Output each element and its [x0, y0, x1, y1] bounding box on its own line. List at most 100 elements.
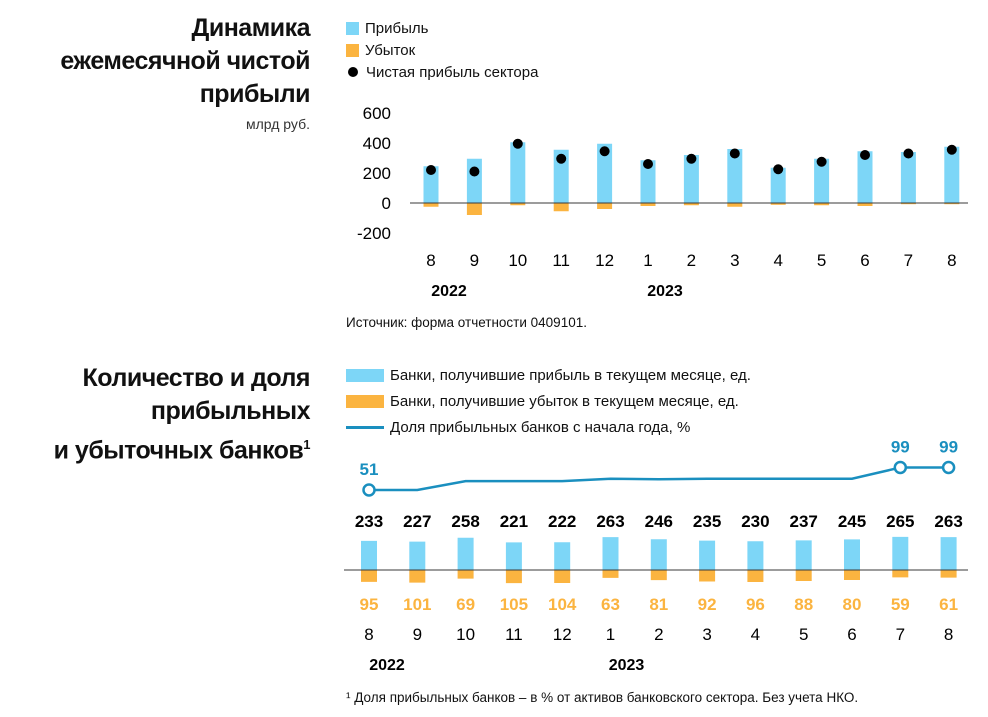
- net-profit-point: [686, 153, 697, 164]
- x-tick-label: 10: [508, 251, 527, 270]
- legend-item-net: Чистая прибыль сектора: [346, 61, 538, 83]
- profitable-banks-label: 263: [934, 512, 962, 531]
- loss-banks-label: 104: [548, 595, 577, 614]
- share-point-label: 99: [891, 438, 910, 457]
- chart1-title-line-2: ежемесячной чистой: [60, 47, 310, 75]
- loss-banks-label: 95: [360, 595, 379, 614]
- profitable-banks-bar: [602, 537, 619, 570]
- legend-label-profit: Прибыль: [365, 19, 429, 37]
- loss-banks-bar: [602, 570, 619, 578]
- profit-bar: [683, 155, 699, 203]
- share-point-label: 99: [939, 438, 958, 457]
- loss-banks-label: 96: [746, 595, 765, 614]
- profit-bar: [770, 167, 786, 203]
- loss-banks-bar: [844, 570, 860, 580]
- profitable-banks-label: 221: [500, 512, 528, 531]
- profitable-banks-bar: [361, 540, 377, 570]
- profitable-banks-bar: [554, 542, 571, 570]
- x-tick-label: 11: [552, 251, 570, 270]
- net-swatch: [348, 67, 358, 77]
- share-point-marker: [893, 460, 908, 475]
- net-profit-point: [860, 150, 870, 160]
- profit-bar: [814, 158, 830, 203]
- y-tick-label: 0: [382, 194, 391, 213]
- legend-item-profit: Прибыль: [346, 17, 538, 39]
- x-tick-label: 5: [799, 625, 808, 644]
- x-tick-label: 4: [773, 251, 782, 270]
- y-tick-label: 200: [363, 164, 391, 183]
- profit-bar: [640, 160, 656, 203]
- loss-banks-bar: [940, 570, 957, 578]
- profitable-banks-label: 233: [355, 512, 383, 531]
- loss-bar: [900, 203, 916, 205]
- profitable-banks-label: 230: [741, 512, 769, 531]
- loss-banks-label: 88: [794, 595, 813, 614]
- profit-bar: [944, 146, 960, 203]
- loss-banks-bar: [361, 570, 377, 582]
- year-label: 2023: [647, 283, 683, 300]
- x-tick-label: 9: [413, 625, 422, 644]
- legend-item-loss-banks: Банки, получившие убыток в текущем месяц…: [346, 388, 751, 414]
- profit-bar: [597, 143, 613, 203]
- profit-bar: [900, 152, 916, 203]
- profitable-banks-label: 222: [548, 512, 576, 531]
- profitable-banks-label: 263: [596, 512, 624, 531]
- profitable-banks-label: 246: [645, 512, 673, 531]
- loss-banks-label: 59: [891, 595, 910, 614]
- profit-bar: [727, 149, 743, 203]
- loss-banks-bar: [650, 570, 667, 581]
- x-tick-label: 1: [606, 625, 615, 644]
- x-tick-label: 12: [553, 625, 572, 644]
- loss-banks-label: 101: [403, 595, 431, 614]
- y-tick-label: -200: [357, 224, 391, 243]
- loss-bar: [423, 203, 439, 207]
- profitable-banks-label: 227: [403, 512, 431, 531]
- x-tick-label: 2: [654, 625, 663, 644]
- profitable-banks-bar: [747, 541, 764, 570]
- x-tick-label: 3: [702, 625, 711, 644]
- legend-label-loss-banks: Банки, получившие убыток в текущем месяц…: [390, 392, 739, 410]
- year-label: 2022: [369, 657, 405, 674]
- loss-banks-label: 61: [939, 595, 958, 614]
- chart1-unit: млрд руб.: [245, 116, 310, 132]
- loss-bar: [814, 203, 830, 206]
- profitable-banks-label: 258: [451, 512, 479, 531]
- y-tick-label: 600: [363, 104, 391, 123]
- loss-banks-bar: [457, 570, 474, 579]
- legend-label-share-line: Доля прибыльных банков с начала года, %: [390, 418, 691, 436]
- net-profit-point: [773, 164, 784, 175]
- loss-bar: [510, 203, 526, 206]
- profit-bar: [423, 166, 439, 203]
- loss-bar: [466, 203, 482, 215]
- legend-label-loss: Убыток: [365, 41, 416, 59]
- loss-swatch: [346, 43, 359, 57]
- legend-item-share-line: Доля прибыльных банков с начала года, %: [346, 414, 751, 440]
- net-profit-point: [469, 166, 480, 177]
- loss-banks-bar: [892, 570, 909, 578]
- x-tick-label: 9: [470, 251, 479, 270]
- x-tick-label: 1: [643, 251, 652, 270]
- profitable-banks-bar: [795, 540, 812, 570]
- loss-bar: [944, 203, 960, 205]
- net-profit-point: [599, 146, 610, 157]
- loss-banks-bar: [554, 570, 571, 583]
- loss-bar: [553, 203, 569, 212]
- loss-banks-label: 80: [843, 595, 862, 614]
- profit-bar: [857, 151, 873, 203]
- profitable-banks-bar: [650, 539, 667, 570]
- loss-banks-label: 63: [601, 595, 620, 614]
- profitable-banks-label: 237: [790, 512, 818, 531]
- year-label: 2023: [609, 657, 645, 674]
- loss-banks-swatch: [346, 394, 384, 408]
- net-profit-point: [946, 144, 957, 155]
- x-tick-label: 12: [595, 251, 614, 270]
- loss-banks-bar: [747, 570, 764, 582]
- net-profit-point: [729, 148, 740, 159]
- profitable-banks-label: 245: [838, 512, 866, 531]
- chart2-title-line-2: прибыльных: [150, 397, 311, 425]
- profitable-banks-bar: [844, 539, 860, 570]
- x-tick-label: 10: [456, 625, 475, 644]
- y-tick-label: 400: [363, 134, 391, 153]
- legend-label-profitable-banks: Банки, получившие прибыль в текущем меся…: [390, 366, 751, 384]
